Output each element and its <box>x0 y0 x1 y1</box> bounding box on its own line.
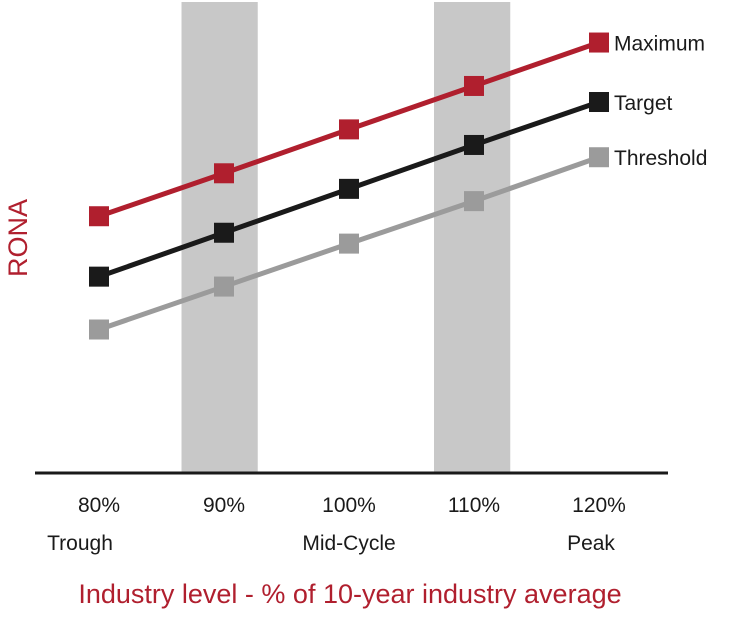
x-tick-label: 90% <box>203 494 245 517</box>
series-threshold <box>89 147 609 340</box>
x-tick-label: 100% <box>322 494 376 517</box>
point-maximum-90 <box>214 163 234 184</box>
x-tick-labels: 80% 90% 100% 110% 120% <box>78 494 626 517</box>
shaded-band-2 <box>434 2 511 473</box>
x-axis-title: Industry level - % of 10-year industry a… <box>78 579 621 609</box>
point-target-100 <box>339 178 359 199</box>
series-maximum <box>89 32 609 227</box>
x-sublabel-mid-cycle: Mid-Cycle <box>302 532 395 555</box>
x-sublabel-trough: Trough <box>47 532 113 555</box>
x-tick-label: 110% <box>448 494 500 517</box>
x-tick-label: 80% <box>78 494 120 517</box>
x-tick-label: 120% <box>572 494 626 517</box>
point-threshold-120 <box>589 147 609 168</box>
legend-label-target: Target <box>614 92 673 115</box>
point-threshold-90 <box>214 276 234 297</box>
point-maximum-120 <box>589 32 609 53</box>
point-target-110 <box>464 134 484 155</box>
point-maximum-100 <box>339 119 359 140</box>
x-sublabel-peak: Peak <box>567 532 615 555</box>
legend: Maximum Target Threshold <box>614 33 707 171</box>
legend-label-maximum: Maximum <box>614 33 705 56</box>
point-target-90 <box>214 222 234 243</box>
legend-label-threshold: Threshold <box>614 147 707 170</box>
point-threshold-80 <box>89 319 109 340</box>
point-target-120 <box>589 92 609 113</box>
point-maximum-80 <box>89 206 109 227</box>
x-sublabels: Trough Mid-Cycle Peak <box>47 532 615 555</box>
series-layer <box>89 32 609 340</box>
y-axis-title: RONA <box>3 199 33 277</box>
point-threshold-110 <box>464 191 484 212</box>
point-target-80 <box>89 266 109 287</box>
series-target <box>89 92 609 287</box>
point-maximum-110 <box>464 75 484 96</box>
point-threshold-100 <box>339 233 359 254</box>
